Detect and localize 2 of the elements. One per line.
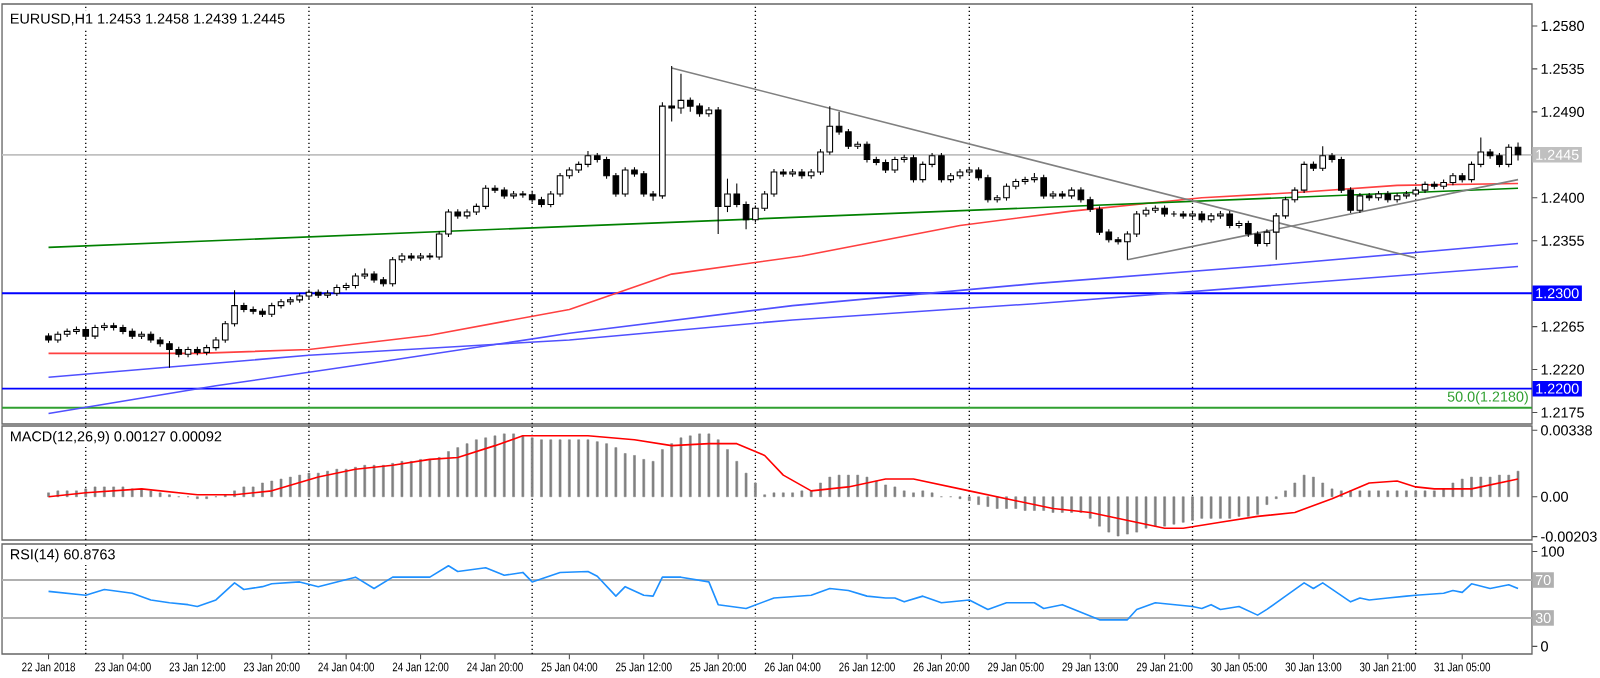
line-series (47, 182, 1519, 355)
line-series (47, 565, 1519, 621)
